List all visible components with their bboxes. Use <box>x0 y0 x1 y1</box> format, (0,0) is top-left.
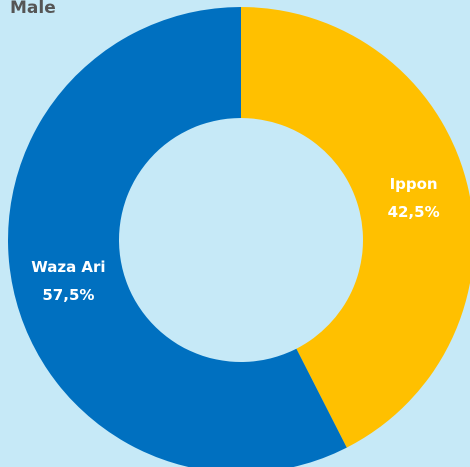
slice-category-label: Waza Ari <box>31 258 105 276</box>
slice-value-label: 42,5% <box>388 203 440 221</box>
donut-slice <box>241 7 470 448</box>
donut-slice <box>8 7 347 467</box>
slice-category-label: Ippon <box>390 175 438 193</box>
chart-title: Male <box>10 0 56 18</box>
slice-value-label: 57,5% <box>42 286 94 304</box>
